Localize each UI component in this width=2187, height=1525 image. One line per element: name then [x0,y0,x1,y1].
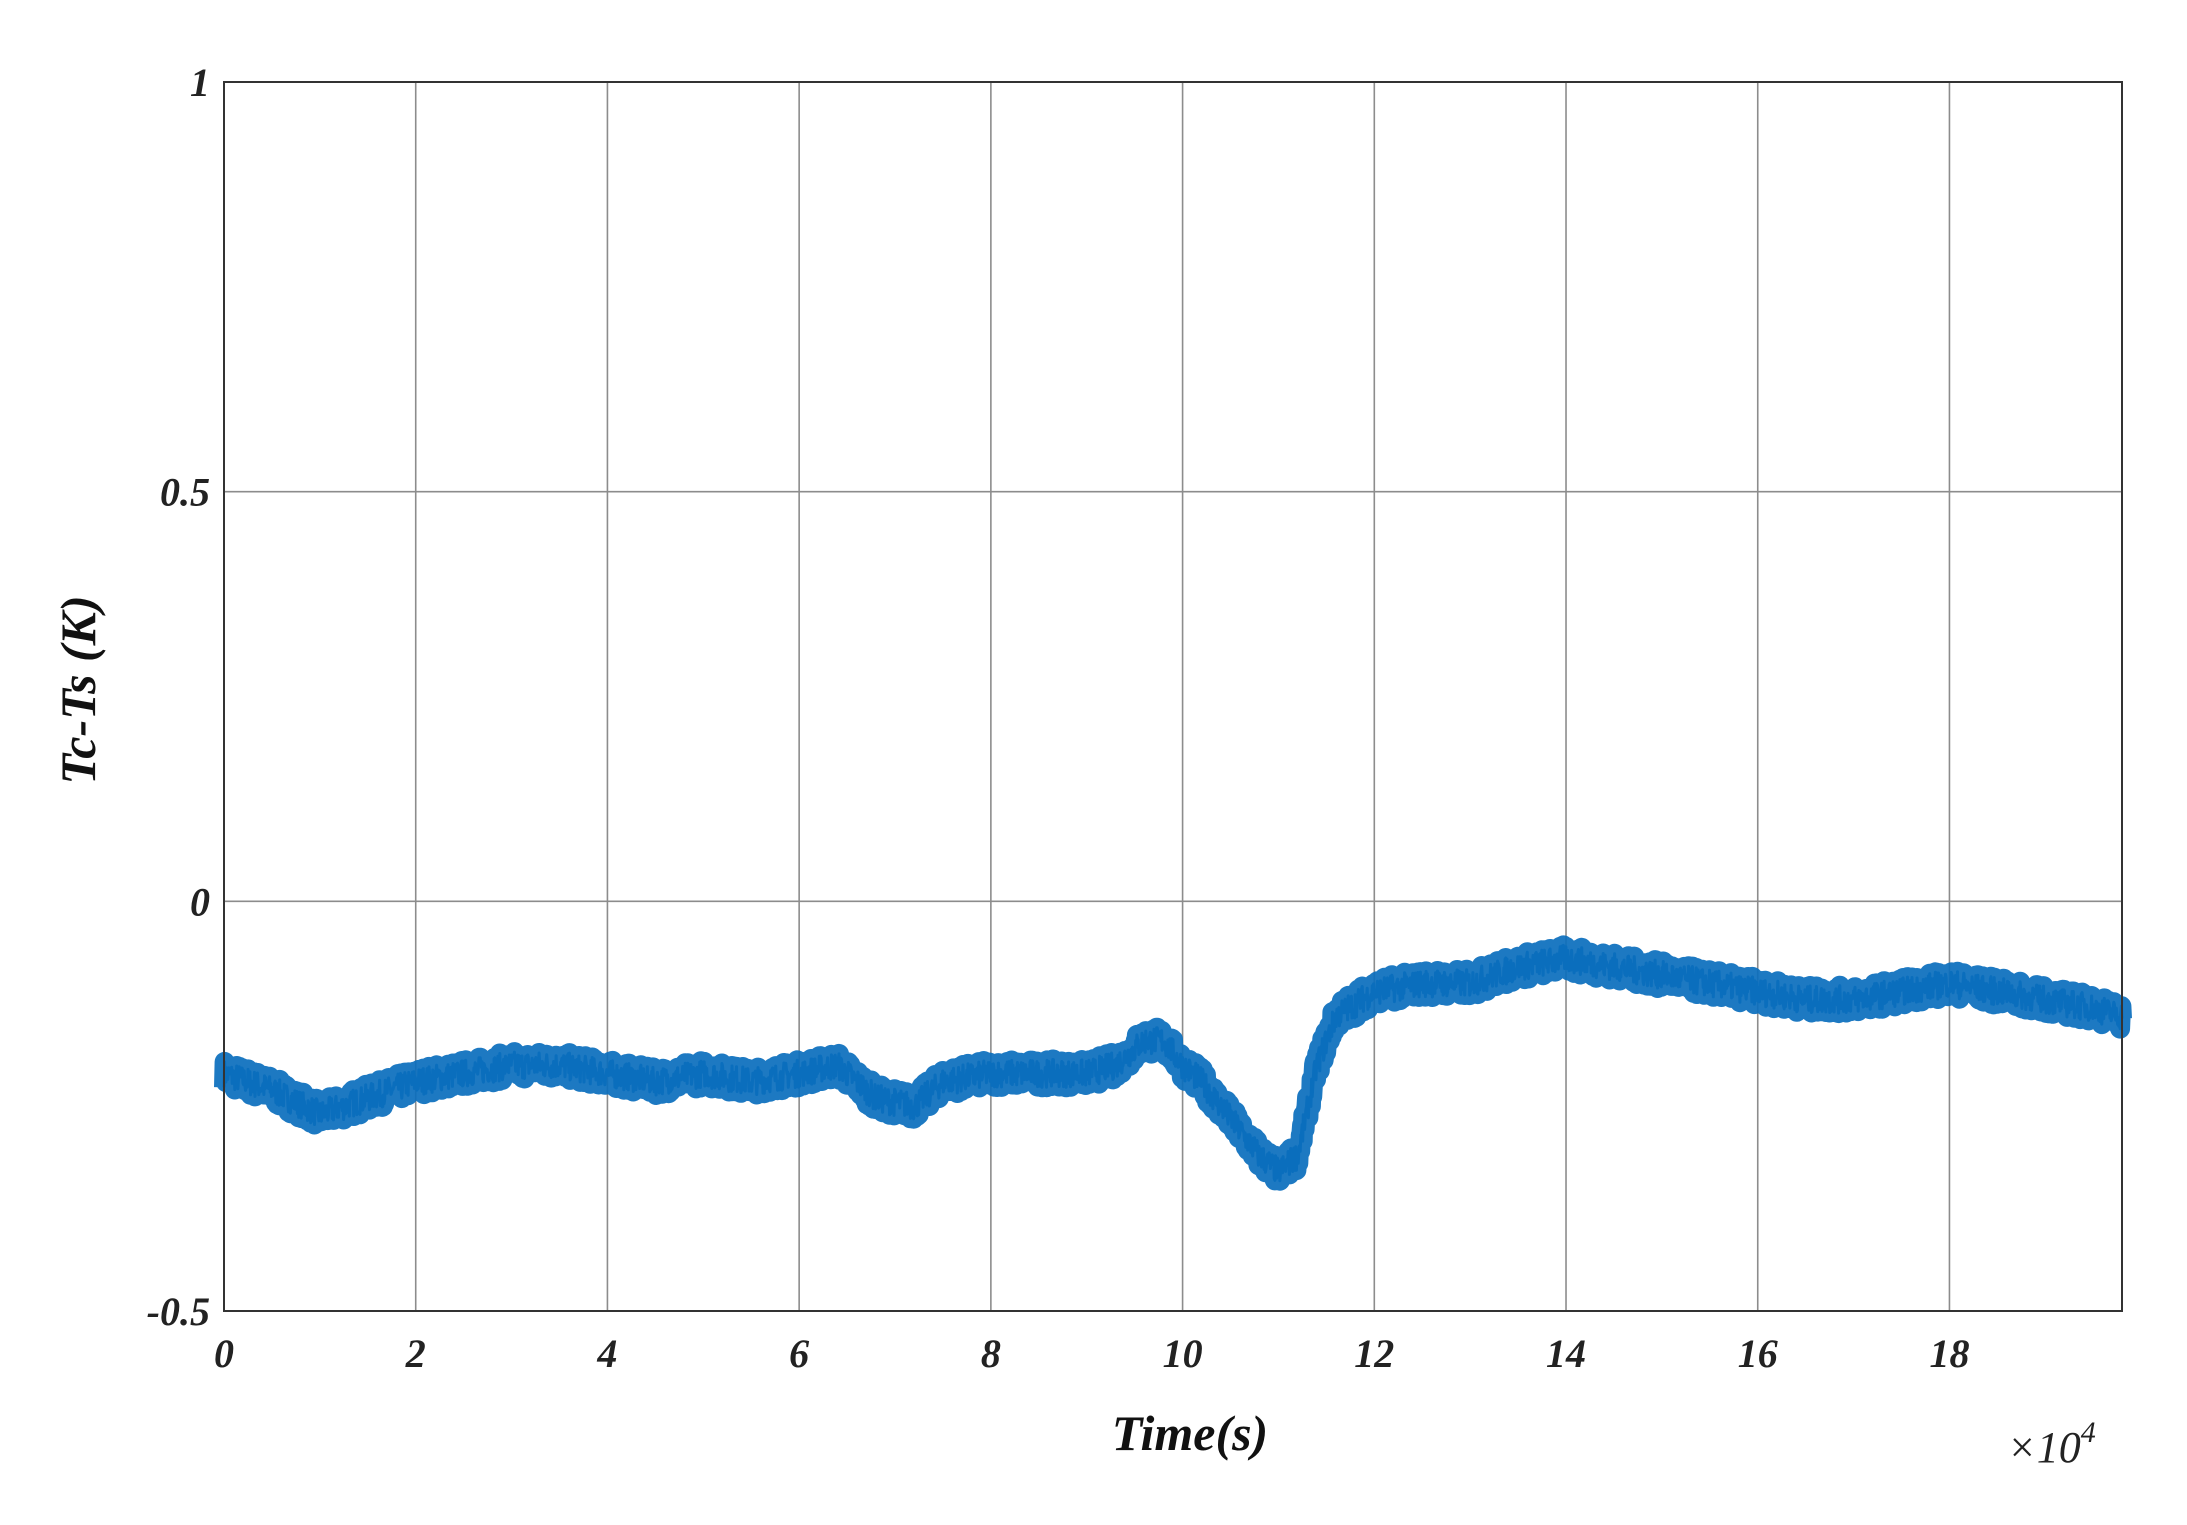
x-tick-label: 16 [1738,1331,1778,1376]
x-tick-label: 4 [596,1331,617,1376]
x-axis-exponent: ×104 [2007,1416,2096,1472]
y-axis-label: Tc-Ts (K) [50,595,106,784]
plot-frame [223,81,2123,1312]
x-tick-label: 18 [1929,1331,1969,1376]
grid [223,81,2122,1312]
x-axis-multiplier-exponent: 4 [2081,1416,2096,1449]
y-tick-label: 1 [190,60,210,105]
series-0-line [222,943,2124,1183]
x-tick-label: 8 [981,1331,1001,1376]
x-axis-label: Time(s) [1112,1405,1268,1461]
y-tick-label: -0.5 [147,1289,210,1334]
y-tick-label: 0.5 [160,470,210,515]
x-tick-label: 12 [1354,1331,1394,1376]
x-tick-label: 2 [405,1331,426,1376]
y-tick-labels: -0.5 0 0.5 1 [147,60,210,1334]
y-tick-label: 0 [190,879,210,924]
x-axis-multiplier: ×10 [2007,1423,2081,1472]
x-tick-label: 6 [789,1331,809,1376]
x-tick-label: 14 [1546,1331,1586,1376]
x-tick-label: 0 [214,1331,234,1376]
data-series [214,935,2132,1191]
x-tick-labels: 0 2 4 6 8 10 12 14 16 18 [214,1331,1969,1376]
x-tick-label: 10 [1163,1331,1203,1376]
